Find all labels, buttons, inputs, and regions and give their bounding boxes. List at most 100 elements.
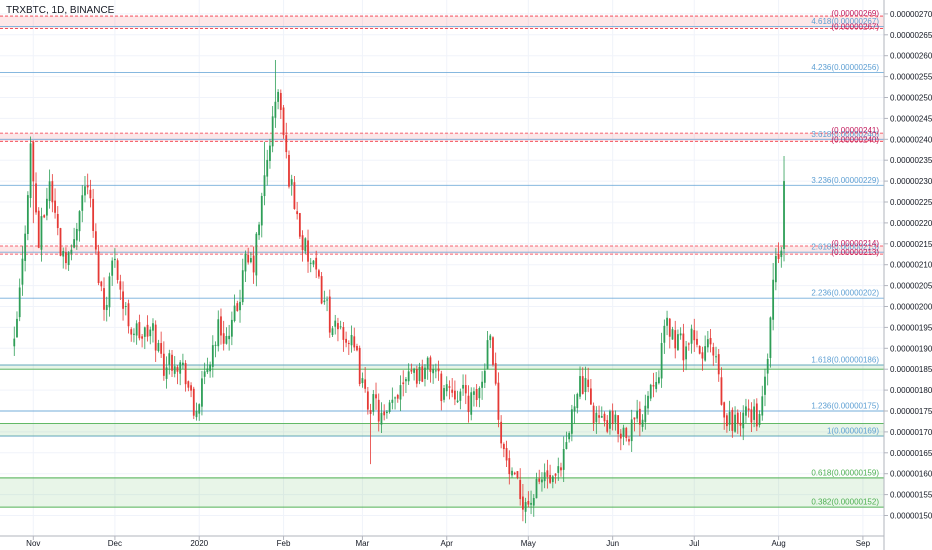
candle-body-down bbox=[581, 376, 584, 394]
candle-body-up bbox=[266, 159, 269, 177]
candle-body-down bbox=[698, 346, 701, 354]
candle-body-up bbox=[445, 384, 448, 392]
price-tick-label: 0.00000180 bbox=[890, 386, 932, 395]
price-tick-label: 0.00000265 bbox=[890, 31, 932, 40]
candle-body-down bbox=[51, 181, 54, 203]
candle-body-down bbox=[723, 402, 726, 418]
fib-bracket: ( bbox=[831, 356, 834, 365]
time-tick-label: Feb bbox=[277, 539, 291, 548]
candle-body-up bbox=[250, 258, 252, 263]
candle-body-up bbox=[241, 270, 244, 303]
candle-body-up bbox=[573, 406, 576, 412]
candle-body-down bbox=[116, 260, 119, 280]
candle-body-up bbox=[728, 411, 731, 425]
support-resistance-zones bbox=[0, 15, 884, 508]
fib-ratio: 1.618 bbox=[811, 356, 832, 365]
candle-body-down bbox=[508, 458, 511, 475]
candle-body-down bbox=[611, 410, 614, 424]
fib-price: 0.00000152 bbox=[834, 498, 877, 507]
candle-body-up bbox=[105, 304, 108, 311]
candle-body-up bbox=[766, 358, 769, 374]
candle-body-down bbox=[590, 388, 592, 405]
candle-body-down bbox=[731, 409, 734, 431]
candle-body-up bbox=[182, 362, 184, 366]
candle-body-up bbox=[609, 411, 611, 429]
candle-body-down bbox=[247, 254, 250, 263]
fib-ratio: 2.618 bbox=[811, 243, 832, 252]
candle-body-up bbox=[481, 381, 483, 388]
candle-body-up bbox=[195, 411, 198, 418]
candle-body-down bbox=[94, 231, 97, 250]
price-axis[interactable]: 0.00000150 0.00000155 0.00000160 0.00000165… bbox=[884, 10, 932, 521]
support-zone bbox=[0, 477, 884, 508]
time-axis[interactable]: Nov Dec 2020 Feb Mar Apr May Jun Jul Aug Sep bbox=[26, 536, 871, 548]
candle-body-down bbox=[328, 296, 331, 333]
candle-body-up bbox=[84, 186, 86, 196]
candle-body-down bbox=[603, 413, 606, 422]
candle-body-down bbox=[726, 415, 728, 427]
candle-body-down bbox=[717, 354, 720, 375]
candle-body-down bbox=[56, 213, 59, 229]
candle-body-down bbox=[750, 409, 753, 423]
candle-body-down bbox=[366, 391, 369, 410]
candle-body-down bbox=[383, 411, 386, 416]
candle-body-down bbox=[86, 185, 89, 188]
fib-level-label: 1.236(0.00000175) bbox=[811, 402, 879, 411]
candle-body-up bbox=[600, 415, 603, 418]
candle-body-down bbox=[375, 394, 377, 399]
candle-body-down bbox=[448, 386, 451, 388]
candle-body-up bbox=[551, 476, 554, 483]
candle-body-down bbox=[119, 281, 122, 290]
fib-bracket: ( bbox=[831, 17, 834, 26]
candle-body-down bbox=[513, 472, 516, 475]
fib-bracket: ( bbox=[831, 427, 834, 436]
candle-body-up bbox=[783, 181, 785, 250]
candle-body-down bbox=[345, 338, 347, 343]
resistance-zone bbox=[0, 16, 884, 29]
candle-body-down bbox=[89, 189, 92, 199]
candle-body-up bbox=[386, 411, 388, 414]
candle-body-up bbox=[26, 195, 29, 235]
fib-bracket: ) bbox=[876, 17, 879, 26]
candle-body-up bbox=[75, 228, 78, 241]
fib-bracket: ( bbox=[831, 498, 834, 507]
fib-ratio: 1 bbox=[827, 427, 832, 436]
candle-body-down bbox=[160, 343, 163, 354]
candle-body-down bbox=[54, 200, 56, 213]
price-tick-label: 0.00000270 bbox=[890, 10, 932, 19]
candle-body-down bbox=[546, 470, 549, 477]
resistance-label: (0.00000267) bbox=[831, 22, 879, 31]
candle-body-down bbox=[59, 228, 62, 256]
candle-body-up bbox=[209, 364, 211, 372]
candle-body-up bbox=[565, 442, 568, 450]
candle-body-up bbox=[149, 329, 152, 337]
candle-body-up bbox=[413, 368, 415, 373]
candle-body-up bbox=[407, 371, 410, 382]
price-tick-label: 0.00000255 bbox=[890, 73, 932, 82]
fib-level-label: 3.618(0.00000240) bbox=[811, 130, 879, 139]
candle-body-down bbox=[701, 352, 704, 359]
fib-ratio: 0.382 bbox=[811, 498, 832, 507]
candle-body-up bbox=[424, 367, 426, 379]
candle-body-up bbox=[165, 367, 168, 379]
candle-body-down bbox=[554, 473, 557, 476]
candle-body-down bbox=[356, 346, 358, 351]
candle-body-up bbox=[478, 388, 481, 399]
candle-body-up bbox=[108, 276, 111, 308]
candle-body-down bbox=[220, 316, 222, 336]
price-tick-label: 0.00000235 bbox=[890, 156, 932, 165]
candle-body-up bbox=[579, 376, 581, 397]
candle-body-down bbox=[364, 379, 367, 389]
resistance-label: (0.00000241) bbox=[831, 126, 879, 135]
candle-body-down bbox=[522, 496, 524, 510]
fib-level-label: 0.382(0.00000152) bbox=[811, 498, 879, 507]
candle-body-up bbox=[761, 396, 764, 416]
candle-body-down bbox=[127, 303, 130, 327]
candle-body-down bbox=[464, 385, 467, 394]
fib-level-label: 2.236(0.00000202) bbox=[811, 289, 879, 298]
candle-body-up bbox=[614, 414, 617, 423]
candle-body-down bbox=[633, 417, 636, 420]
candle-body-down bbox=[638, 408, 641, 425]
